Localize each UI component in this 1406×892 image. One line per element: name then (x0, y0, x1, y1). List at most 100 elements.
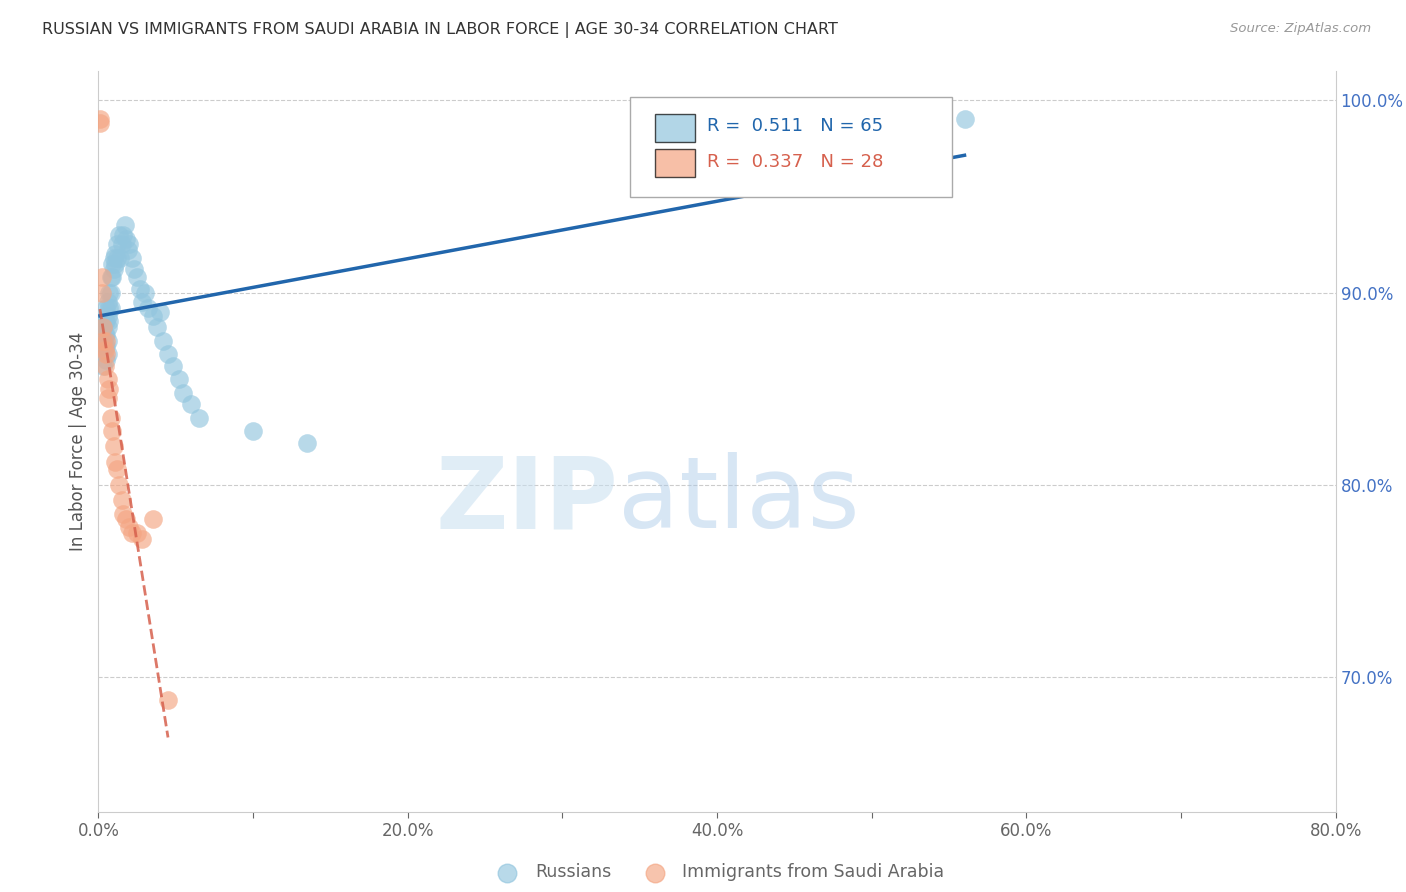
Point (111, 493, 134, 508)
Y-axis label: In Labor Force | Age 30-34: In Labor Force | Age 30-34 (69, 332, 87, 551)
Point (91, 359, 114, 373)
Point (142, 512, 165, 526)
Point (98, 285, 121, 300)
Point (96, 347, 118, 361)
Point (118, 237, 141, 252)
Point (90, 314, 112, 328)
Point (91, 334, 114, 348)
Point (97, 295, 120, 310)
Point (97, 309, 120, 323)
Text: atlas: atlas (619, 452, 859, 549)
Point (101, 424, 124, 438)
Point (89, 112, 111, 127)
Point (131, 295, 153, 310)
Point (96, 352, 118, 367)
Point (91, 334, 114, 348)
Point (242, 424, 264, 438)
Point (96, 314, 118, 328)
Point (91, 320, 114, 334)
Point (101, 257, 124, 271)
Point (107, 478, 129, 492)
Point (97, 372, 120, 386)
Point (112, 507, 135, 521)
Point (97, 347, 120, 361)
Point (297, 435, 319, 450)
Point (89, 116, 111, 130)
Point (97, 334, 120, 348)
Point (93, 339, 115, 353)
Point (118, 520, 141, 534)
Point (157, 347, 180, 361)
Text: Source: ZipAtlas.com: Source: ZipAtlas.com (1230, 22, 1371, 36)
Point (122, 262, 145, 277)
Point (112, 227, 135, 242)
Legend: Russians, Immigrants from Saudi Arabia: Russians, Immigrants from Saudi Arabia (482, 856, 952, 888)
Point (115, 232, 138, 246)
Point (100, 410, 122, 425)
Point (96, 327, 118, 342)
Point (93, 343, 115, 358)
FancyBboxPatch shape (630, 97, 952, 197)
Point (129, 282, 152, 296)
Point (149, 304, 172, 318)
Point (98, 314, 121, 328)
Point (104, 257, 127, 271)
Point (152, 334, 174, 348)
Point (107, 227, 129, 242)
Point (96, 339, 118, 353)
Point (173, 385, 195, 400)
Point (117, 243, 139, 257)
Point (134, 285, 156, 300)
Point (188, 410, 211, 425)
Point (101, 270, 124, 285)
Text: R =  0.511   N = 65: R = 0.511 N = 65 (707, 117, 883, 136)
FancyBboxPatch shape (655, 113, 695, 142)
Point (127, 270, 149, 285)
Point (100, 301, 122, 315)
Point (167, 372, 190, 386)
Point (104, 455, 127, 469)
Text: R =  0.337   N = 28: R = 0.337 N = 28 (707, 153, 883, 171)
Point (127, 525, 149, 540)
Point (121, 525, 143, 540)
Point (93, 359, 115, 373)
Point (752, 112, 775, 127)
Point (91, 320, 114, 334)
Point (90, 270, 112, 285)
Point (96, 334, 118, 348)
Point (91, 343, 114, 358)
Point (105, 237, 128, 252)
Point (111, 237, 134, 252)
Point (157, 693, 180, 707)
Point (93, 327, 115, 342)
Point (93, 314, 115, 328)
Point (180, 397, 202, 411)
Point (108, 251, 131, 265)
Point (103, 262, 125, 277)
Point (89, 334, 111, 348)
Point (136, 301, 159, 315)
Point (142, 309, 165, 323)
Point (105, 251, 128, 265)
Point (104, 247, 127, 261)
Point (97, 320, 120, 334)
Text: RUSSIAN VS IMMIGRANTS FROM SAUDI ARABIA IN LABOR FORCE | AGE 30-34 CORRELATION C: RUSSIAN VS IMMIGRANTS FROM SAUDI ARABIA … (42, 22, 838, 38)
Point (97, 391, 120, 405)
Point (953, 112, 976, 127)
Point (98, 382, 121, 396)
Point (105, 462, 128, 476)
Text: ZIP: ZIP (436, 452, 619, 549)
Point (90, 285, 112, 300)
Point (89, 324, 111, 338)
Point (121, 251, 143, 265)
Point (98, 301, 121, 315)
Point (90, 339, 112, 353)
Point (115, 512, 138, 526)
FancyBboxPatch shape (655, 149, 695, 178)
Point (146, 320, 169, 334)
Point (90, 327, 112, 342)
Point (100, 270, 122, 285)
Point (162, 359, 184, 373)
Point (114, 218, 136, 232)
Point (96, 301, 118, 315)
